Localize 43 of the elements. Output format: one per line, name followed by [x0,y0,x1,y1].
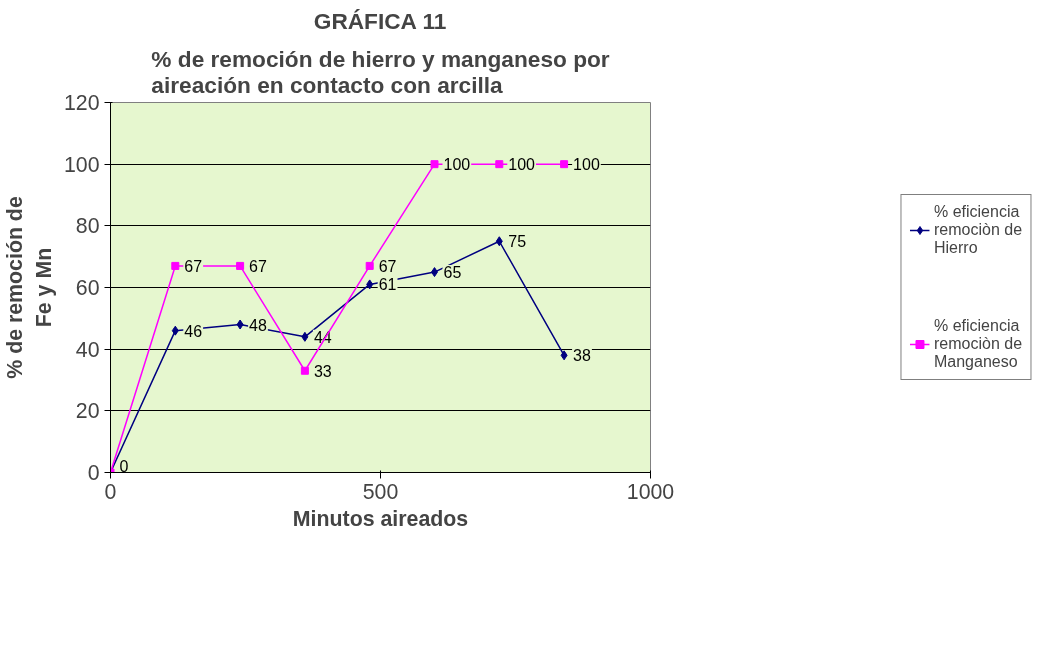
data-label: 0 [119,457,129,475]
point [560,350,568,361]
point [301,331,309,342]
data-label: 100 [443,156,471,174]
y-tick-label: 60 [75,276,100,300]
point [236,319,244,330]
point [495,236,503,247]
y-tick-label: 40 [75,337,100,362]
point [495,160,504,169]
y-axis-title: % de remoción de Fe y Mn [3,196,56,379]
data-label: 61 [378,276,397,294]
data-label: 67 [249,257,267,275]
point [560,160,569,169]
x-tick-label: 500 [362,479,399,504]
y-tick-label: 80 [75,214,100,239]
x-tick-label: 0 [104,479,117,504]
data-label: 46 [184,322,203,340]
point [236,261,245,270]
data-label: 67 [378,257,397,275]
chart-subtitle: % de remoción de hierro y manganeso por aireación en contacto con arcilla [151,45,610,98]
data-label: 33 [313,362,332,380]
y-tick-label: 0 [87,461,100,485]
y-tick-label: 120 [63,91,100,115]
data-label: 100 [508,156,536,174]
point [365,261,374,270]
point [300,366,309,375]
data-label: 67 [184,257,203,275]
x-axis-title: Minutos aireados [292,506,469,531]
y-tick-label: 100 [63,152,100,177]
point [171,325,179,336]
point [171,261,180,270]
data-label: 38 [573,347,591,365]
legend-label: % eficiencia remociòn de Hierro [933,203,1023,257]
chart-title: GRÁFICA 11 [313,7,447,34]
data-label: 48 [249,316,267,334]
point [366,279,374,290]
data-label: 65 [443,264,462,282]
x-tick-label: 1000 [626,479,675,504]
legend-label: % eficiencia remociòn de Manganeso [933,317,1023,371]
y-tick-label: 20 [75,399,100,424]
data-label: 75 [508,233,527,251]
data-label: 100 [573,156,600,174]
point [430,160,439,169]
